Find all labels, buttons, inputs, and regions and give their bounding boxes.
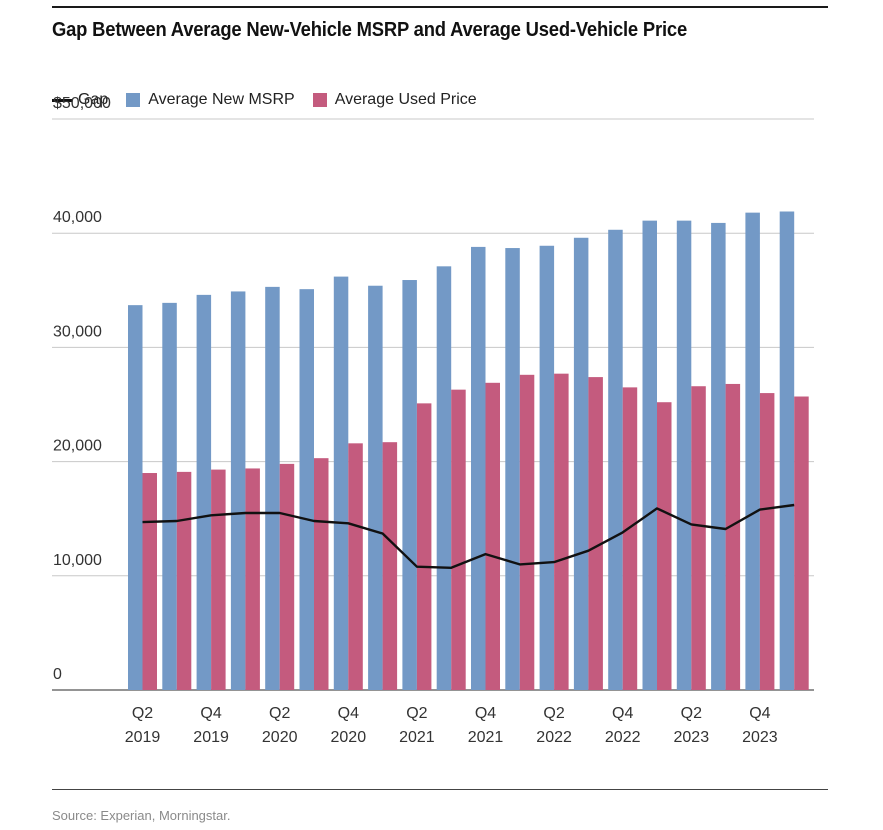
x-tick-label-year: 2021 (399, 729, 435, 746)
bar-used-price (519, 374, 535, 690)
chart-title: Gap Between Average New-Vehicle MSRP and… (52, 19, 688, 41)
x-tick-label-year: 2021 (468, 729, 504, 746)
x-tick-label-quarter: Q4 (338, 705, 359, 722)
bar-used-price (554, 373, 569, 690)
x-tick-label-quarter: Q2 (132, 705, 153, 722)
bar-new-msrp (608, 229, 623, 691)
x-tick-label-year: 2022 (605, 729, 641, 746)
x-tick-label-year: 2023 (674, 729, 710, 746)
legend-swatch-new-msrp (126, 93, 141, 107)
bar-new-msrp (471, 246, 486, 691)
legend-label-new-msrp: Average New MSRP (148, 91, 295, 108)
y-tick-label: 10,000 (53, 552, 102, 569)
bar-used-price (759, 393, 775, 690)
x-tick-label-year: 2022 (536, 729, 572, 746)
legend-item-used-price: Average Used Price (312, 91, 477, 109)
legend: Gap Average New MSRP Average Used Price (52, 88, 495, 112)
bar-new-msrp (711, 222, 726, 690)
top-rule (52, 6, 828, 8)
x-tick-label-quarter: Q4 (749, 705, 770, 722)
bar-used-price (142, 473, 157, 690)
y-tick-label: 30,000 (53, 323, 102, 340)
x-tick-label-year: 2019 (193, 729, 229, 746)
legend-label-used-price: Average Used Price (334, 91, 477, 108)
bar-new-msrp (368, 285, 383, 690)
bar-used-price (211, 469, 226, 690)
bar-used-price (382, 442, 398, 690)
y-tick-label: 40,000 (53, 209, 102, 226)
legend-item-gap: Gap (52, 91, 108, 109)
bar-used-price (691, 386, 706, 690)
bar-used-price (622, 387, 638, 690)
bar-used-price (451, 389, 466, 690)
bar-new-msrp (230, 291, 246, 690)
bar-used-price (416, 403, 432, 690)
bar-new-msrp (299, 289, 314, 690)
bar-new-msrp (196, 294, 212, 690)
bar-used-price (794, 396, 809, 690)
bar-used-price (725, 383, 741, 690)
y-tick-label: 20,000 (53, 438, 102, 455)
bar-new-msrp (573, 237, 589, 690)
y-tick-label: 0 (53, 666, 62, 683)
bottom-rule (52, 789, 828, 790)
x-tick-label-year: 2020 (262, 729, 298, 746)
x-tick-label-quarter: Q4 (200, 705, 221, 722)
x-tick-label-quarter: Q2 (269, 705, 290, 722)
legend-swatch-used-price (312, 93, 327, 107)
bar-new-msrp (265, 286, 280, 690)
x-tick-label-quarter: Q4 (475, 705, 496, 722)
bar-new-msrp (128, 305, 143, 690)
bar-new-msrp (745, 212, 760, 691)
bar-used-price (588, 377, 603, 690)
legend-item-new-msrp: Average New MSRP (126, 91, 295, 109)
bar-new-msrp (333, 276, 349, 690)
x-tick-label-year: 2023 (742, 729, 778, 746)
bar-used-price (314, 458, 329, 690)
bar-used-price (279, 463, 295, 690)
legend-label-gap: Gap (78, 91, 109, 108)
x-tick-label-quarter: Q4 (612, 705, 633, 722)
bar-new-msrp (436, 266, 452, 690)
bar-new-msrp (505, 248, 520, 690)
y-tick-label: $50,000 (53, 95, 111, 112)
bar-used-price (245, 468, 260, 690)
bar-new-msrp (402, 280, 417, 690)
bar-used-price (657, 402, 672, 690)
legend-swatch-gap (52, 98, 72, 102)
bar-new-msrp (779, 211, 795, 690)
bar-used-price (348, 443, 363, 690)
bar-used-price (176, 471, 192, 690)
x-tick-label-quarter: Q2 (406, 705, 427, 722)
x-tick-label-quarter: Q2 (543, 705, 564, 722)
bar-new-msrp (676, 220, 692, 690)
gap-line (142, 503, 795, 569)
bar-used-price (485, 382, 500, 690)
source-note: Source: Experian, Morningstar. (52, 808, 231, 823)
x-tick-label-quarter: Q2 (681, 705, 702, 722)
x-tick-label-year: 2019 (125, 729, 161, 746)
bar-new-msrp (162, 302, 177, 690)
bar-new-msrp (539, 245, 555, 690)
x-tick-label-year: 2020 (331, 729, 367, 746)
bar-new-msrp (642, 220, 657, 690)
